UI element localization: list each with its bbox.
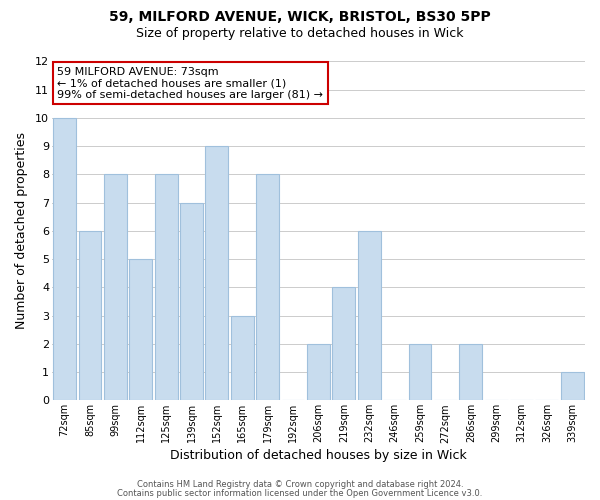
Bar <box>358 231 380 400</box>
Bar <box>155 174 178 400</box>
Text: 59 MILFORD AVENUE: 73sqm
← 1% of detached houses are smaller (1)
99% of semi-det: 59 MILFORD AVENUE: 73sqm ← 1% of detache… <box>57 66 323 100</box>
Y-axis label: Number of detached properties: Number of detached properties <box>15 132 28 330</box>
Bar <box>129 259 152 400</box>
Bar <box>256 174 279 400</box>
Bar <box>231 316 254 400</box>
Text: Contains public sector information licensed under the Open Government Licence v3: Contains public sector information licen… <box>118 488 482 498</box>
Bar <box>205 146 228 401</box>
Bar <box>332 288 355 401</box>
Text: Contains HM Land Registry data © Crown copyright and database right 2024.: Contains HM Land Registry data © Crown c… <box>137 480 463 489</box>
Bar <box>409 344 431 401</box>
Bar <box>561 372 584 400</box>
Text: 59, MILFORD AVENUE, WICK, BRISTOL, BS30 5PP: 59, MILFORD AVENUE, WICK, BRISTOL, BS30 … <box>109 10 491 24</box>
Text: Size of property relative to detached houses in Wick: Size of property relative to detached ho… <box>136 28 464 40</box>
Bar <box>104 174 127 400</box>
Bar <box>79 231 101 400</box>
Bar <box>53 118 76 401</box>
Bar <box>460 344 482 401</box>
Bar <box>180 202 203 400</box>
Bar <box>307 344 330 401</box>
X-axis label: Distribution of detached houses by size in Wick: Distribution of detached houses by size … <box>170 450 467 462</box>
